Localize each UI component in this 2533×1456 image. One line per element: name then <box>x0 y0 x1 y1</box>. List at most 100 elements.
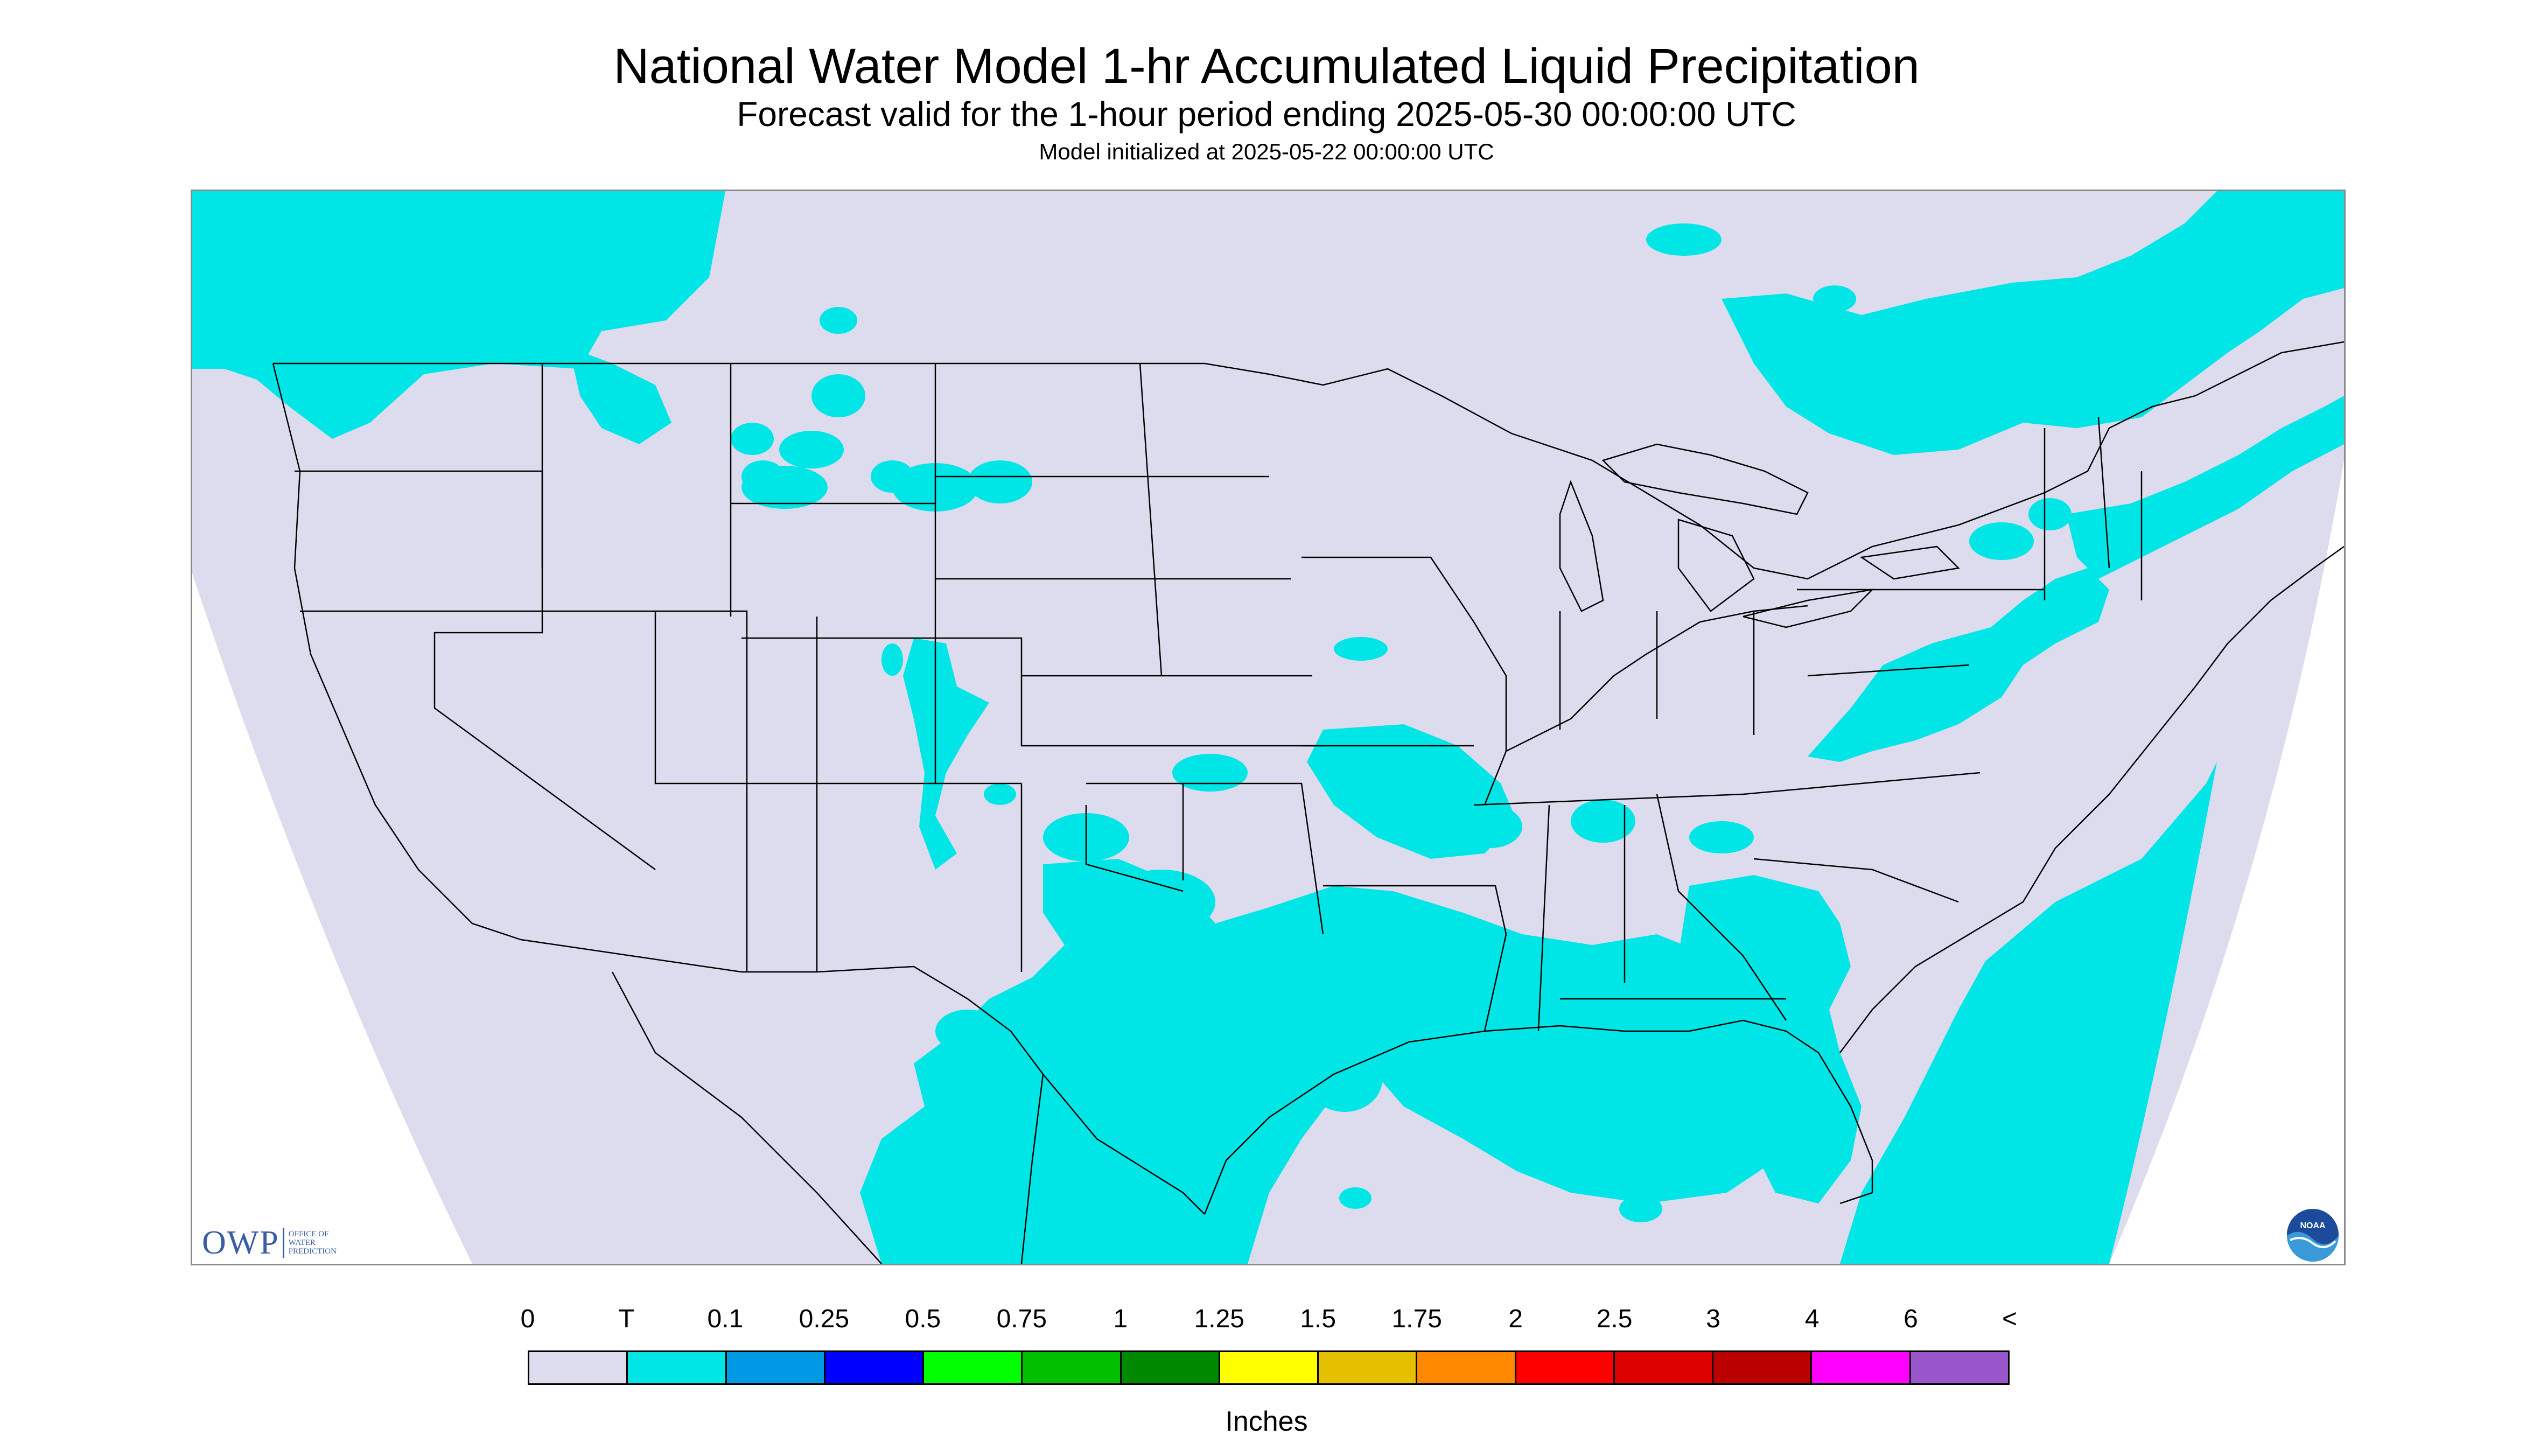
state-line <box>2097 417 2110 569</box>
state-line <box>433 363 656 871</box>
state-boundaries <box>272 341 2344 1264</box>
state-line <box>1139 363 1163 676</box>
legend-tick-label: T <box>618 1305 635 1333</box>
legend-tick-label: 2.5 <box>1596 1305 1633 1333</box>
precip-cell <box>1689 821 1754 853</box>
precip-cell <box>2028 498 2072 530</box>
lake-michigan <box>1559 480 1604 612</box>
legend-units: Inches <box>1225 1406 1308 1437</box>
precip-cell <box>935 1010 1000 1053</box>
owp-logo: OWP Office of Water Prediction <box>202 1224 337 1262</box>
precip-colorado <box>903 638 989 870</box>
precip-cell <box>731 423 774 455</box>
legend-swatch <box>1713 1352 1813 1383</box>
state-line <box>1537 804 1550 1032</box>
east-coast <box>1839 545 2344 1053</box>
precip-cell <box>343 248 375 275</box>
lake-huron <box>1677 519 1755 612</box>
precip-cell <box>1108 870 1215 934</box>
precip-cell <box>1646 223 1722 256</box>
legend-swatch <box>1220 1352 1319 1383</box>
legend-tick-label: 0 <box>520 1305 535 1333</box>
lake-ontario <box>1859 545 1960 580</box>
state-line <box>1656 794 1787 1021</box>
legend-labels: 0 T 0.1 0.25 0.5 0.75 1 1.25 1.5 1.75 2 2.5 3 4 6 < <box>0 1303 2533 1341</box>
precip-cell <box>1172 754 1248 792</box>
precip-cell <box>1415 1042 1447 1063</box>
precip-areas <box>192 191 2344 1264</box>
legend-colorbar <box>528 1350 2010 1385</box>
owp-logo-text: Office of Water Prediction <box>289 1230 337 1256</box>
legend-swatch <box>726 1352 825 1383</box>
legend-tick-label: 6 <box>1904 1305 1918 1333</box>
state-line <box>300 610 748 783</box>
noaa-logo-icon: NOAA <box>2287 1209 2339 1262</box>
precip-cell <box>1339 1187 1372 1209</box>
model-init-text: Model initialized at 2025-05-22 00:00:00… <box>1039 139 1494 164</box>
owp-logo-line: Office of <box>288 1230 329 1238</box>
us-mexico-border <box>520 939 1205 1215</box>
legend-swatch <box>1417 1352 1516 1383</box>
legend-swatch <box>529 1352 628 1383</box>
state-line <box>1807 664 1970 677</box>
gulf-coast <box>1203 1019 1873 1215</box>
legend-swatch <box>1614 1352 1714 1383</box>
legend-swatch <box>1812 1352 1911 1383</box>
precip-cell <box>984 783 1016 805</box>
precip-quebec <box>1722 191 2344 455</box>
precip-cell <box>811 374 865 417</box>
chart-title: National Water Model 1-hr Accumulated Li… <box>613 39 1920 94</box>
legend-tick-label: 1.25 <box>1194 1305 1244 1333</box>
noaa-logo-text: NOAA <box>2300 1221 2326 1230</box>
forecast-valid-subtitle: Forecast valid for the 1-hour period end… <box>737 95 1796 134</box>
precip-cell <box>741 466 828 509</box>
precip-cell <box>820 307 857 334</box>
precip-cell <box>1619 1195 1662 1222</box>
legend-tick-label: 0.5 <box>905 1305 941 1333</box>
state-line <box>1085 805 1184 892</box>
precip-cell <box>1969 522 2034 560</box>
legend-tick-label: 1.5 <box>1300 1305 1337 1333</box>
owp-logo-separator <box>282 1228 284 1258</box>
legend-tick-label: 4 <box>1804 1305 1820 1333</box>
legend-swatch <box>924 1352 1023 1383</box>
map-svg <box>192 191 2344 1264</box>
mexico-baja-coast <box>611 971 882 1264</box>
state-line <box>1753 858 1959 903</box>
lake-superior <box>1601 443 1809 515</box>
precip-southeast <box>1678 875 1862 1203</box>
legend-tick-label: 0.25 <box>799 1305 850 1333</box>
precip-cell <box>968 460 1032 503</box>
precip-cell <box>1334 637 1388 661</box>
legend-tick-label: 1 <box>1113 1305 1128 1333</box>
precip-idaho-canada <box>569 347 671 444</box>
owp-logo-line: Prediction <box>288 1247 337 1256</box>
lake-erie <box>1743 589 1874 628</box>
state-line <box>1473 772 1981 806</box>
legend-swatch <box>1516 1352 1615 1383</box>
state-line <box>1086 782 1324 935</box>
precip-cell <box>779 431 844 468</box>
west-coast <box>272 363 521 941</box>
precipitation-map: OWP Office of Water Prediction NOAA <box>191 190 2346 1265</box>
precip-cell <box>881 643 903 676</box>
legend-tick-label: 2 <box>1508 1305 1523 1333</box>
precip-cell <box>1571 800 1635 843</box>
precip-cell <box>1458 805 1522 848</box>
precip-atlantic <box>1840 762 2217 1264</box>
legend-swatch <box>825 1352 925 1383</box>
owp-logo-mark: OWP <box>202 1224 279 1261</box>
state-line <box>654 611 1021 785</box>
state-line <box>1323 885 1507 1032</box>
legend-swatch <box>1911 1352 2008 1383</box>
legend-tick-label: 3 <box>1706 1305 1720 1333</box>
us-canada-border <box>273 341 2344 580</box>
state-line <box>741 637 1323 747</box>
precip-ohio-valley <box>1808 568 2109 762</box>
precip-cell <box>1813 285 1856 312</box>
state-line <box>1302 556 1507 806</box>
legend-swatch <box>1023 1352 1122 1383</box>
precip-cell <box>1307 1047 1382 1112</box>
mexico-state-line <box>1020 1074 1044 1264</box>
legend-swatch <box>1319 1352 1418 1383</box>
